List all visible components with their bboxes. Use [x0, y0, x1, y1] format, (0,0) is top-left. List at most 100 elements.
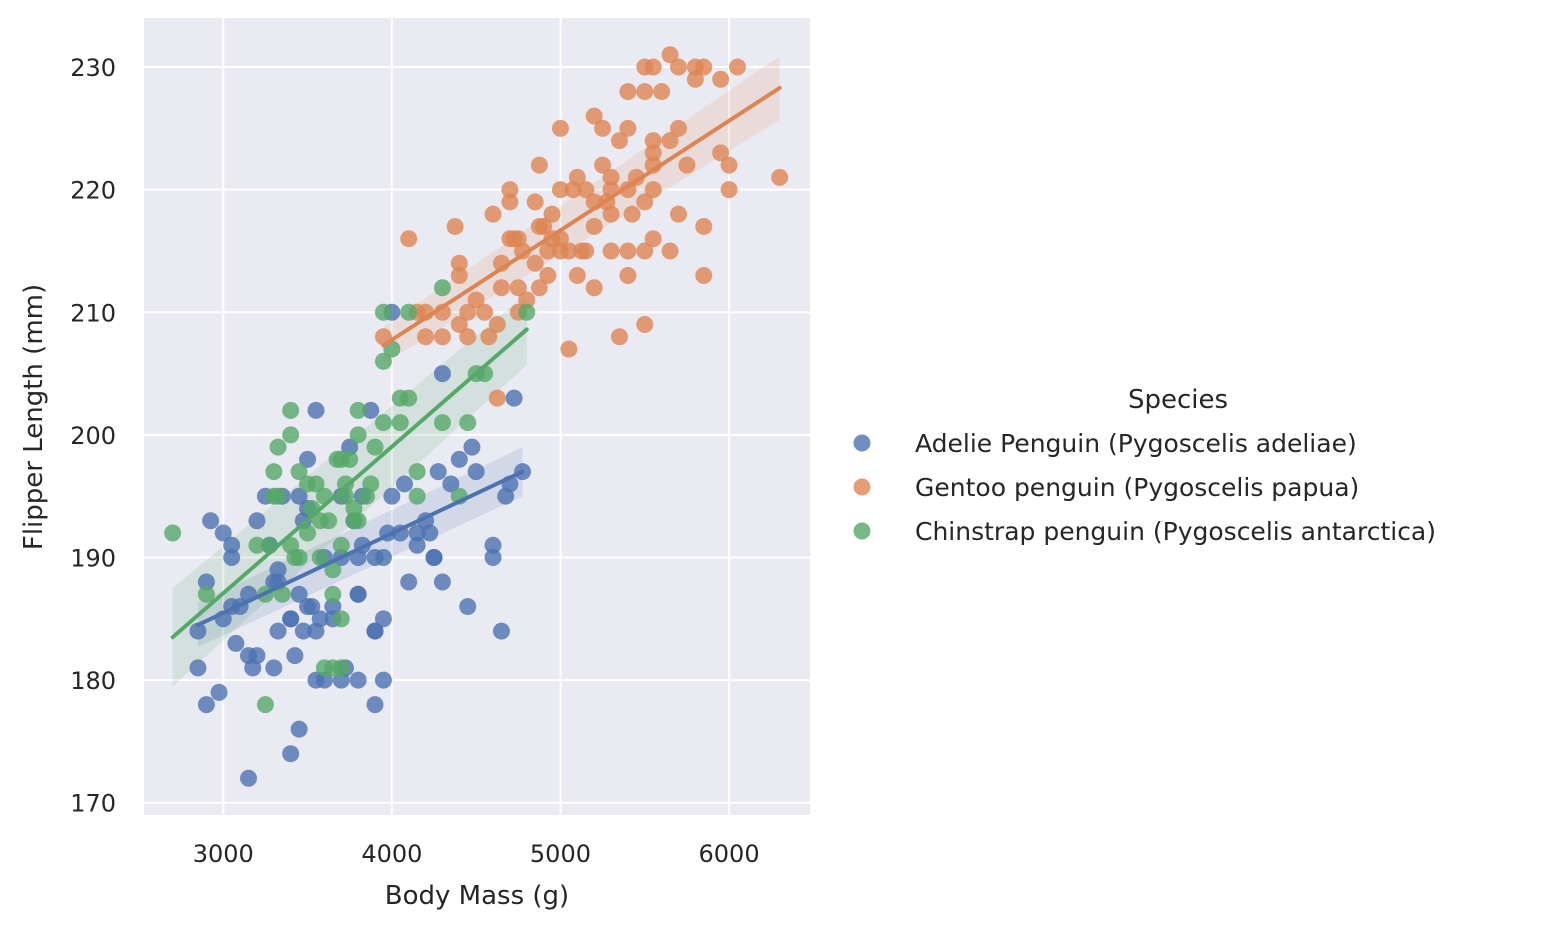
data-point [695, 266, 713, 284]
y-tick-label: 170 [70, 790, 116, 818]
data-point [602, 168, 620, 186]
data-point [484, 536, 502, 554]
data-point [636, 193, 654, 211]
data-point [669, 58, 687, 76]
data-point [526, 193, 544, 211]
data-point [602, 242, 620, 260]
data-point [518, 291, 536, 309]
data-point [467, 291, 485, 309]
data-point [488, 389, 506, 407]
data-point [265, 659, 283, 677]
data-point [594, 156, 612, 174]
data-point [391, 414, 409, 432]
data-point [695, 58, 713, 76]
data-point [265, 463, 283, 481]
y-tick-label: 220 [70, 177, 116, 205]
data-point [585, 107, 603, 125]
data-point [383, 487, 401, 505]
data-point [433, 573, 451, 591]
plot-background [144, 18, 810, 815]
data-point [543, 205, 561, 223]
data-point [400, 389, 418, 407]
data-point [610, 328, 628, 346]
data-point [408, 536, 426, 554]
y-axis-title: Flipper Length (mm) [19, 284, 49, 550]
regression-line [195, 469, 525, 627]
x-tick-label: 5000 [530, 840, 591, 868]
data-point [294, 622, 312, 640]
data-point [408, 487, 426, 505]
data-point [315, 671, 333, 689]
data-point [526, 254, 544, 272]
data-point [450, 450, 468, 468]
data-point [505, 389, 523, 407]
data-point [425, 549, 443, 567]
data-point [197, 585, 215, 603]
data-point [459, 598, 477, 616]
data-point [463, 438, 481, 456]
regression-lines [170, 85, 782, 640]
data-point [286, 647, 304, 665]
data-point [514, 242, 532, 260]
data-point [290, 463, 308, 481]
data-point [728, 58, 746, 76]
data-point [450, 254, 468, 272]
data-point [214, 524, 232, 542]
data-point [501, 181, 519, 199]
data-point [484, 205, 502, 223]
data-point [282, 610, 300, 628]
data-point [341, 450, 359, 468]
regression-line [170, 327, 529, 640]
data-point [332, 659, 350, 677]
data-point [189, 659, 207, 677]
data-point [459, 303, 477, 321]
data-point [653, 83, 671, 101]
data-point [197, 573, 215, 591]
data-point [433, 365, 451, 383]
data-point [450, 316, 468, 334]
legend: Species Adelie Penguin (Pygoscelis adeli… [853, 385, 1436, 546]
data-point [256, 696, 274, 714]
data-point [332, 610, 350, 628]
data-point [307, 401, 325, 419]
legend-marker [853, 522, 871, 540]
y-tick-label: 230 [70, 54, 116, 82]
data-point [564, 181, 582, 199]
data-point [712, 144, 730, 162]
data-point [619, 242, 637, 260]
data-point [202, 512, 220, 530]
data-point [661, 46, 679, 64]
data-point [290, 487, 308, 505]
legend-title: Species [1128, 385, 1228, 415]
data-point [720, 181, 738, 199]
data-point [366, 622, 384, 640]
data-point [324, 561, 342, 579]
data-point [644, 181, 662, 199]
data-point [539, 242, 557, 260]
data-point [619, 266, 637, 284]
data-point [644, 132, 662, 150]
data-point [311, 610, 329, 628]
data-point [476, 303, 494, 321]
data-point [417, 328, 435, 346]
data-point [282, 401, 300, 419]
data-point [362, 401, 380, 419]
data-point [227, 634, 245, 652]
data-point [400, 573, 418, 591]
data-point [459, 414, 477, 432]
data-point [307, 475, 325, 493]
data-point [446, 217, 464, 235]
data-point [636, 83, 654, 101]
data-point [374, 352, 392, 370]
data-point [669, 205, 687, 223]
data-point [492, 622, 510, 640]
data-point [362, 475, 380, 493]
data-point [669, 119, 687, 137]
data-point [695, 217, 713, 235]
data-point [374, 671, 392, 689]
data-point [467, 463, 485, 481]
data-point [623, 205, 641, 223]
data-point [349, 512, 367, 530]
data-point [530, 279, 548, 297]
data-point [433, 279, 451, 297]
